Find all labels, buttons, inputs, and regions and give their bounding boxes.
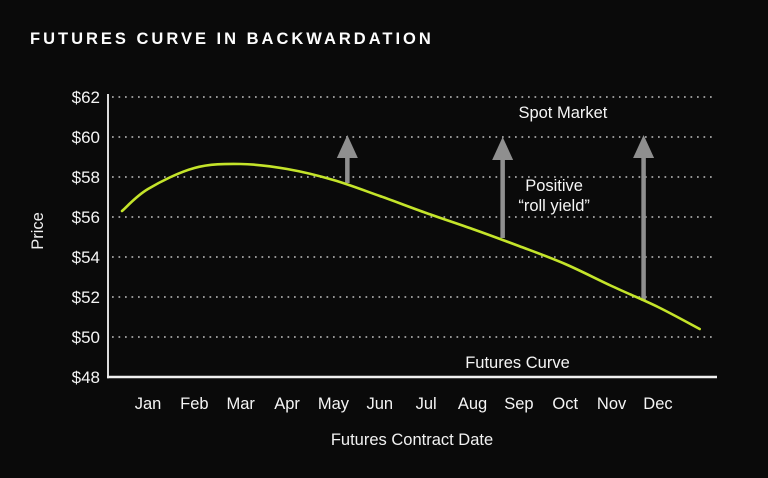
chart-title: FUTURES CURVE IN BACKWARDATION [30,30,434,48]
x-axis-month-label: Jan [134,395,162,413]
x-axis-month-label: Apr [274,395,300,413]
x-axis-month-label: Sep [504,395,534,413]
roll-yield-label: Positive “roll yield” [518,177,590,215]
y-axis-tick-label: $62 [71,87,100,107]
x-axis-month-label: Dec [643,395,673,413]
x-axis-month-label: Feb [180,395,209,413]
x-axis-month-label: Mar [226,395,255,413]
y-axis-tick-label: $56 [71,207,100,227]
x-axis-month-label: Aug [457,395,488,413]
y-axis-title: Price [29,212,47,250]
y-axis-tick-label: $60 [71,127,100,147]
x-axis-month-label: Jun [366,395,394,413]
roll-yield-arrow-dec-head [633,135,655,158]
futures-curve-line [120,162,701,331]
futures-curve-label: Futures Curve [465,354,570,372]
roll-yield-arrow-may-head [336,135,358,158]
y-axis-tick-label: $50 [71,327,100,347]
y-axis-tick-label: $52 [71,287,100,307]
x-axis-month-label: Oct [552,395,579,413]
y-axis-tick-label: $54 [71,247,100,267]
x-axis-month-label: Jul [415,395,437,413]
x-axis-month-label: May [317,395,350,413]
x-axis-month-label: Nov [596,395,627,413]
y-axis-tick-label: $58 [71,167,100,187]
y-axis-tick-label: $48 [71,367,100,387]
spot-market-label: Spot Market [518,104,608,122]
roll-yield-arrow-sep-head [492,137,514,160]
x-axis-title: Futures Contract Date [330,431,494,449]
